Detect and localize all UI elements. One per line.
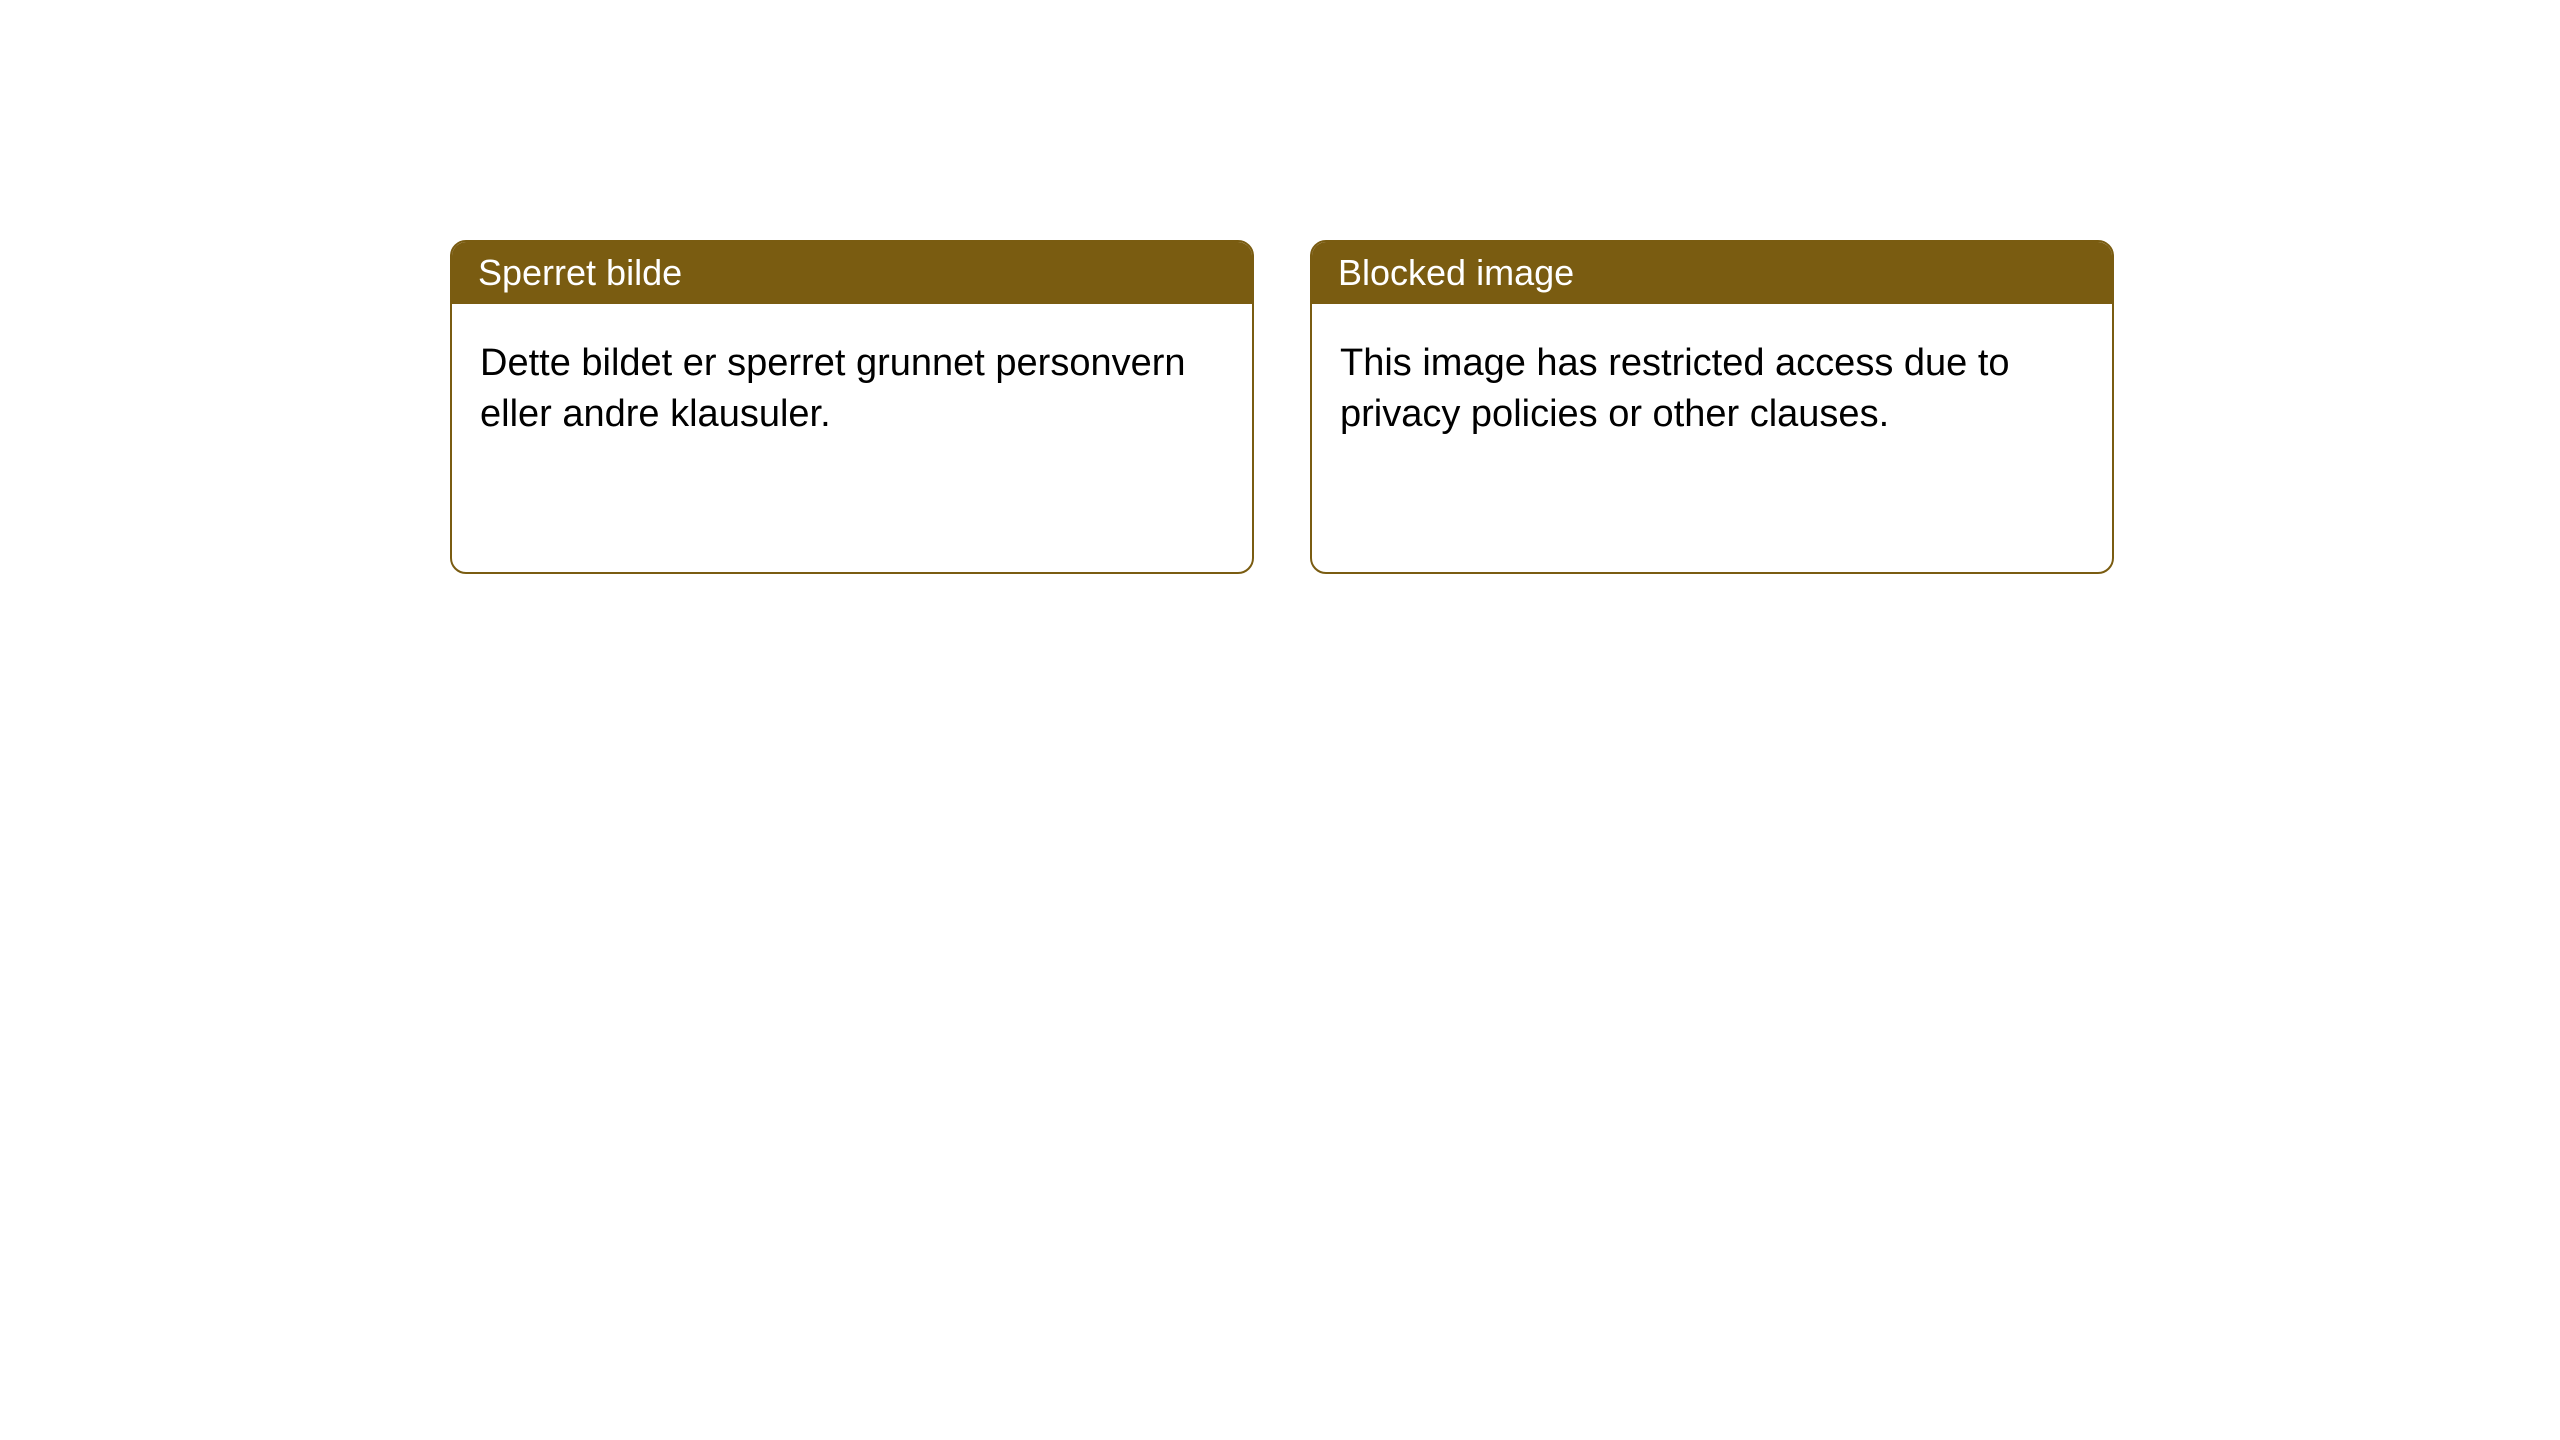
notice-body: This image has restricted access due to …: [1312, 304, 2112, 475]
notice-box-norwegian: Sperret bilde Dette bildet er sperret gr…: [450, 240, 1254, 574]
notice-body: Dette bildet er sperret grunnet personve…: [452, 304, 1252, 475]
notice-header: Sperret bilde: [452, 242, 1252, 304]
notice-box-english: Blocked image This image has restricted …: [1310, 240, 2114, 574]
notice-container: Sperret bilde Dette bildet er sperret gr…: [0, 0, 2560, 574]
notice-header: Blocked image: [1312, 242, 2112, 304]
